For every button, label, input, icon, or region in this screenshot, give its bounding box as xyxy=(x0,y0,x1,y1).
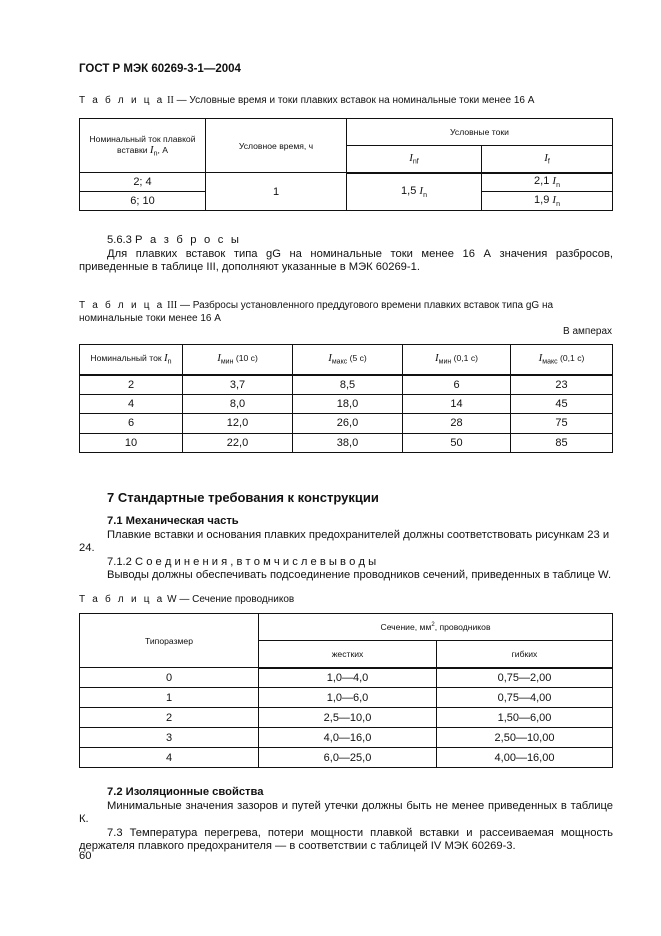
table-cell: 18,0 xyxy=(292,393,403,414)
table-row: 6; 10 1,9 In xyxy=(79,191,613,211)
table-2: Номинальный ток плавкой вставки In, А Ус… xyxy=(79,118,613,211)
section-7-heading: 7 Стандартные требования к конструкции xyxy=(107,490,379,505)
table-row: 4 6,0—25,0 4,00—16,00 xyxy=(79,747,613,768)
table-cell: 2,5—10,0 xyxy=(258,707,437,728)
table-cell: 4 xyxy=(79,747,259,768)
table-cell: 4,00—16,00 xyxy=(436,747,613,768)
header-if: If xyxy=(481,145,613,174)
header-time: Условное время, ч xyxy=(205,118,347,173)
table-row: 2 3,7 8,5 6 23 xyxy=(79,374,613,395)
header-cross-section: Сечение, мм2, проводников xyxy=(258,613,613,641)
header-nominal-current: Номинальный ток плавкой вставки In, А xyxy=(79,118,206,173)
table-row: 3 4,0—16,0 2,50—10,00 xyxy=(79,727,613,748)
table-row: 4 8,0 18,0 14 45 xyxy=(79,393,613,414)
document-header: ГОСТ Р МЭК 60269-3-1—2004 xyxy=(79,63,241,75)
table-row: 6 12,0 26,0 28 75 xyxy=(79,413,613,434)
header-col-4: Iмакс (0,1 с) xyxy=(510,344,613,376)
header-flexible: гибких xyxy=(436,640,613,669)
header-col-2: Iмакс (5 с) xyxy=(292,344,403,376)
table-cell: 3 xyxy=(79,727,259,748)
table-cell: 14 xyxy=(402,393,511,414)
header-inf: Inf xyxy=(346,145,482,174)
table-cell: 0,75—2,00 xyxy=(436,667,613,688)
table-row: 2 2,5—10,0 1,50—6,00 xyxy=(79,707,613,728)
table-cell: 28 xyxy=(402,413,511,434)
units-label: В амперах xyxy=(563,326,612,337)
table-cell: 75 xyxy=(510,413,613,434)
header-col-3: Iмин (0,1 с) xyxy=(402,344,511,376)
header-col-0: Номинальный ток In xyxy=(79,344,183,376)
table-cell: 2 xyxy=(79,707,259,728)
table-row: 2; 4 1 1,5 In 2,1 In xyxy=(79,172,613,211)
section-7-2: 7.2 Изоляционные свойства Минимальные зн… xyxy=(79,786,613,853)
table-cell: 38,0 xyxy=(292,432,403,453)
table-row: 10 22,0 38,0 50 85 xyxy=(79,432,613,453)
table-cell: 6 xyxy=(402,374,511,395)
table-cell: 10 xyxy=(79,432,183,453)
table-cell: 1 xyxy=(79,687,259,708)
table-cell: 85 xyxy=(510,432,613,453)
table-cell: 4 xyxy=(79,393,183,414)
header-size: Типоразмер xyxy=(79,613,259,668)
table-cell: 2 xyxy=(79,374,183,395)
table-row: 0 1,0—4,0 0,75—2,00 xyxy=(79,667,613,688)
table-cell: 3,7 xyxy=(182,374,293,395)
table-cell: 22,0 xyxy=(182,432,293,453)
table-cell: 0,75—4,00 xyxy=(436,687,613,708)
table-cell: 1,50—6,00 xyxy=(436,707,613,728)
table-cell: 26,0 xyxy=(292,413,403,434)
table-cell: 45 xyxy=(510,393,613,414)
table-cell: 6,0—25,0 xyxy=(258,747,437,768)
table-cell: 50 xyxy=(402,432,511,453)
header-currents: Условные токи xyxy=(346,118,613,146)
table-cell: 4,0—16,0 xyxy=(258,727,437,748)
table-cell: 1,0—4,0 xyxy=(258,667,437,688)
header-rigid: жестких xyxy=(258,640,437,669)
table-cell: 1,0—6,0 xyxy=(258,687,437,708)
table3-caption: Т а б л и ц а III — Разбросы установленн… xyxy=(79,300,554,324)
table-cell: 23 xyxy=(510,374,613,395)
tableW-caption: Т а б л и ц а W — Сечение проводников xyxy=(79,594,295,605)
header-col-1: Iмин (10 с) xyxy=(182,344,293,376)
table-cell: 8,0 xyxy=(182,393,293,414)
section-7-1: 7.1 Механическая часть Плавкие вставки и… xyxy=(79,515,612,582)
table2-caption: Т а б л и ц а II — Условные время и токи… xyxy=(79,95,535,106)
section-5-6-3: 5.6.3 Р а з б р о с ы Для плавких вставо… xyxy=(79,234,613,274)
table-cell: 6 xyxy=(79,413,183,434)
table-row: 1 1,0—6,0 0,75—4,00 xyxy=(79,687,613,708)
table-cell: 8,5 xyxy=(292,374,403,395)
table-3: Номинальный ток In Iмин (10 с) Iмакс (5 с)… xyxy=(79,344,613,453)
table-cell: 2,50—10,00 xyxy=(436,727,613,748)
table-cell: 0 xyxy=(79,667,259,688)
page-number: 60 xyxy=(79,850,92,862)
table-w: Типоразмер Сечение, мм2, проводников жес… xyxy=(79,613,613,768)
table-cell: 12,0 xyxy=(182,413,293,434)
